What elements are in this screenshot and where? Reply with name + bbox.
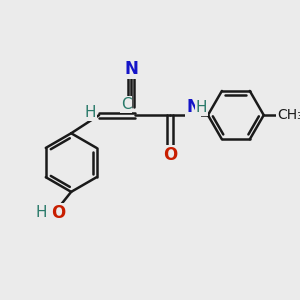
Text: N: N (186, 98, 200, 116)
Text: CH₃: CH₃ (277, 108, 300, 122)
Text: C: C (121, 97, 131, 112)
Text: O: O (51, 204, 65, 222)
Text: N: N (124, 60, 138, 78)
Text: H: H (84, 105, 96, 120)
Text: O: O (163, 146, 177, 164)
Text: H: H (35, 205, 47, 220)
Text: H: H (196, 100, 207, 115)
